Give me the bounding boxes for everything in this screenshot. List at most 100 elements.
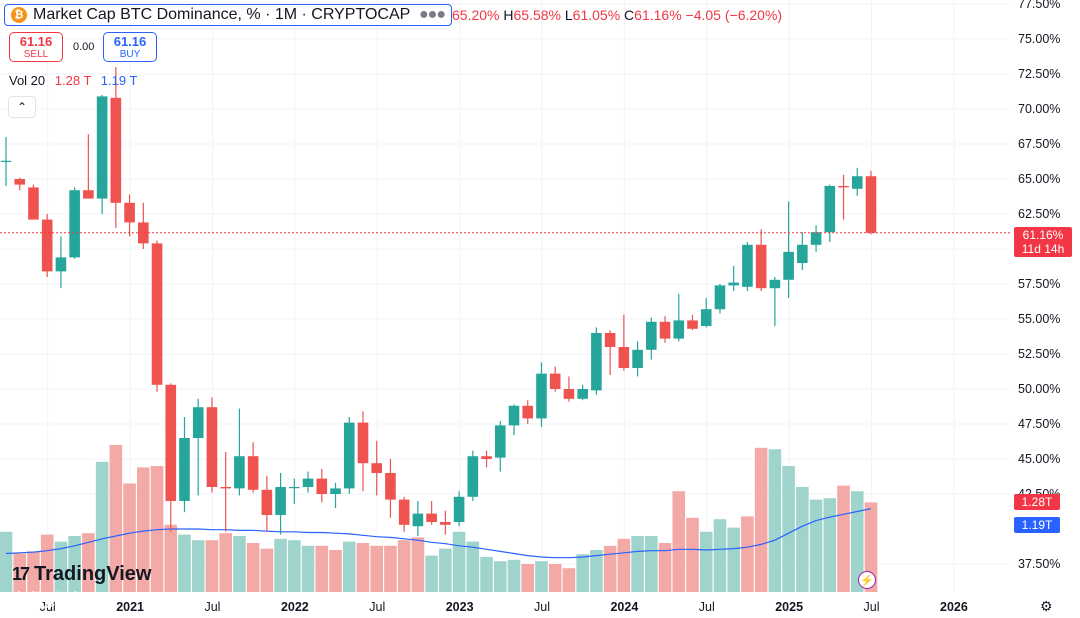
candle (591, 327, 602, 395)
candle (110, 67, 122, 228)
candle (55, 236, 67, 289)
volume-ma-tag: 1.19T (1014, 516, 1060, 533)
y-tick-label: 72.50% (1018, 67, 1060, 81)
candle-body (769, 279, 781, 289)
ohlc-close: 61.16% (634, 7, 682, 23)
buy-price: 61.16 (113, 34, 147, 49)
sell-price: 61.16 (19, 34, 53, 49)
candle-body (536, 373, 547, 419)
chevron-up-icon[interactable]: ⌃ (8, 96, 36, 118)
candle (797, 232, 808, 270)
candle-body (646, 321, 657, 350)
candle-body (714, 285, 726, 310)
volume-bar (603, 545, 617, 592)
candle (0, 137, 12, 186)
candle (700, 298, 712, 328)
candle (330, 482, 341, 508)
candle-body (138, 222, 149, 244)
volume-ma-legend-value: 1.19 T (100, 73, 138, 88)
dots-icon[interactable]: ●●● (419, 6, 446, 23)
candle-body (549, 373, 561, 389)
volume-bar (631, 536, 644, 592)
candle-body (165, 384, 177, 501)
sell-label: SELL (23, 49, 49, 60)
candle-body (700, 309, 712, 326)
volume-bar (686, 517, 699, 592)
candle (810, 225, 822, 252)
candle-body (687, 320, 698, 329)
y-tick-label: 62.50% (1018, 207, 1060, 221)
volume-bar (205, 540, 219, 592)
x-tick-label: Jul (534, 600, 550, 614)
symbol-title[interactable]: Market Cap BTC Dominance, % · 1M · CRYPT… (33, 6, 411, 23)
ohlc-low: 61.05% (572, 7, 621, 23)
candles (0, 67, 877, 536)
candle (577, 384, 588, 401)
volume-bar (727, 527, 740, 592)
last-price-tag: 61.16% 11d 14h (1014, 226, 1072, 257)
candle (179, 417, 190, 513)
candle (728, 265, 739, 291)
candle-body (41, 219, 53, 272)
candle (522, 400, 534, 424)
ohlc-change: −4.05 (−6.20%) (685, 7, 783, 23)
candle (220, 452, 231, 532)
candle (289, 478, 300, 504)
candle-body (96, 96, 108, 199)
x-tick-label: 2025 (775, 600, 803, 614)
volume-bar (68, 536, 81, 592)
sell-button[interactable]: 61.16 SELL (9, 32, 63, 62)
symbol-legend[interactable]: ₿ Market Cap BTC Dominance, % · 1M · CRY… (4, 4, 452, 26)
price-axis[interactable]: 77.50% 75.00% 72.50% 70.00% 67.50% 65.00% 62.5… (1018, 0, 1060, 571)
volume-bar (796, 487, 809, 592)
x-tick-label: 2022 (281, 600, 309, 614)
candle (165, 383, 177, 532)
volume-bar (0, 531, 13, 592)
x-tick-label: 2021 (116, 600, 144, 614)
candle (357, 411, 369, 492)
volume-legend-value: 1.28 T (54, 73, 92, 88)
volume-legend[interactable]: Vol 20 1.28 T 1.19 T (9, 73, 137, 88)
last-price-value: 61.16% (1022, 227, 1064, 242)
candle (453, 491, 465, 527)
candle (302, 471, 314, 493)
candle (714, 284, 726, 314)
x-tick-label: Jul (864, 600, 880, 614)
volume-bar (466, 541, 480, 592)
candle-body (330, 488, 341, 494)
volume-bar (288, 540, 301, 592)
tradingview-logo-text: TradingView (34, 563, 152, 585)
candle-body (591, 333, 602, 391)
candle-body (343, 422, 355, 489)
ohlc-high-key: H (503, 7, 514, 23)
buy-label: BUY (119, 49, 141, 60)
candle-body (742, 244, 753, 287)
y-tick-label: 65.00% (1018, 172, 1060, 186)
y-tick-label: 77.50% (1018, 0, 1060, 11)
bolt-icon[interactable]: ⚡ (858, 571, 876, 589)
candle (261, 475, 273, 532)
candle-body (604, 333, 616, 347)
candle-body (179, 438, 190, 501)
candle (151, 240, 163, 392)
volume-bar (301, 545, 315, 592)
candle-body (385, 473, 396, 500)
candle-body (563, 389, 575, 399)
volume-bar (507, 559, 521, 592)
candle-body (851, 176, 863, 189)
buy-button[interactable]: 61.16 BUY (103, 32, 157, 62)
candle (481, 450, 492, 468)
candle-body (220, 487, 231, 489)
candle-body (247, 456, 259, 490)
tradingview-logo[interactable]: 17 TradingView (12, 563, 151, 586)
gear-icon[interactable]: ⚙ (1040, 598, 1053, 614)
volume-bar (54, 541, 68, 592)
volume-bar (384, 545, 397, 592)
time-axis[interactable]: Jul 2021 Jul 2022 Jul 2023 Jul 2024 Jul 2025 Jul 20… (40, 600, 968, 614)
volume-bar (548, 564, 562, 592)
candle-body (453, 496, 465, 522)
candle (247, 442, 259, 493)
y-tick-label: 67.50% (1018, 137, 1060, 151)
candle (124, 194, 135, 237)
